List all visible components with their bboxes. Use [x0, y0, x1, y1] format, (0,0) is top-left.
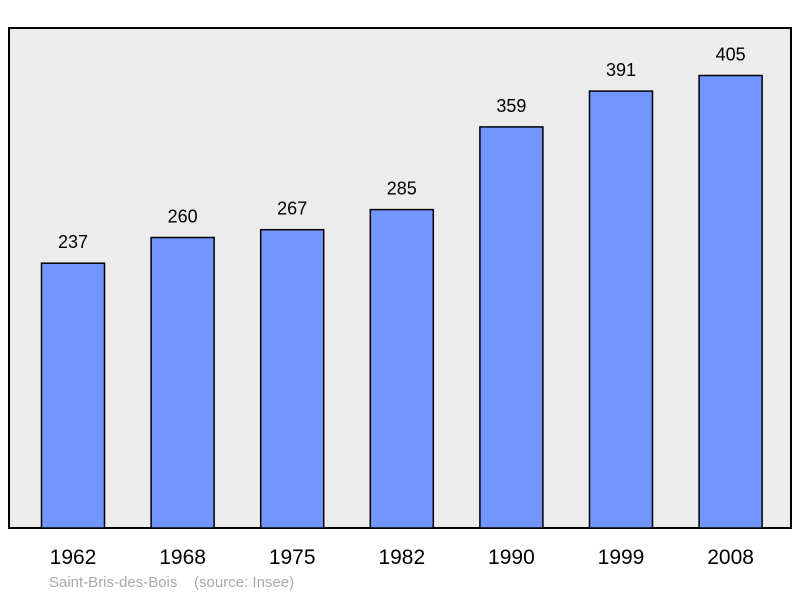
- bar-1999: [588, 90, 654, 529]
- x-tick-label-1975: 1975: [269, 546, 316, 569]
- x-tick-label-1990: 1990: [488, 546, 535, 569]
- x-tick-label-2008: 2008: [707, 546, 754, 569]
- value-label-1999: 391: [606, 60, 636, 80]
- x-tick-labels: 1962 1968 1975 1982 1990 1999 2008: [50, 546, 754, 569]
- value-label-1975: 267: [277, 199, 307, 219]
- x-tick-label-1968: 1968: [159, 546, 206, 569]
- x-tick-label-1999: 1999: [598, 546, 645, 569]
- bar-1968: [150, 236, 215, 529]
- bar-2008: [698, 74, 763, 529]
- value-label-1968: 260: [168, 207, 198, 227]
- bar-1962: [40, 262, 106, 529]
- bar-1982: [369, 208, 435, 529]
- bar-1975: [259, 228, 325, 529]
- value-label-1990: 359: [496, 96, 526, 116]
- chart-caption: Saint-Bris-des-Bois (source: Insee): [49, 574, 294, 591]
- value-label-2008: 405: [716, 45, 746, 65]
- bars: [40, 74, 763, 529]
- x-tick-label-1962: 1962: [50, 546, 97, 569]
- caption-place: Saint-Bris-des-Bois: [49, 574, 178, 591]
- bar-1990: [479, 126, 544, 529]
- caption-source: (source: Insee): [194, 574, 295, 591]
- value-labels: 237 260 267 285 359 391 405: [58, 45, 746, 253]
- x-tick-label-1982: 1982: [378, 546, 425, 569]
- value-label-1982: 285: [387, 179, 417, 199]
- value-label-1962: 237: [58, 232, 88, 252]
